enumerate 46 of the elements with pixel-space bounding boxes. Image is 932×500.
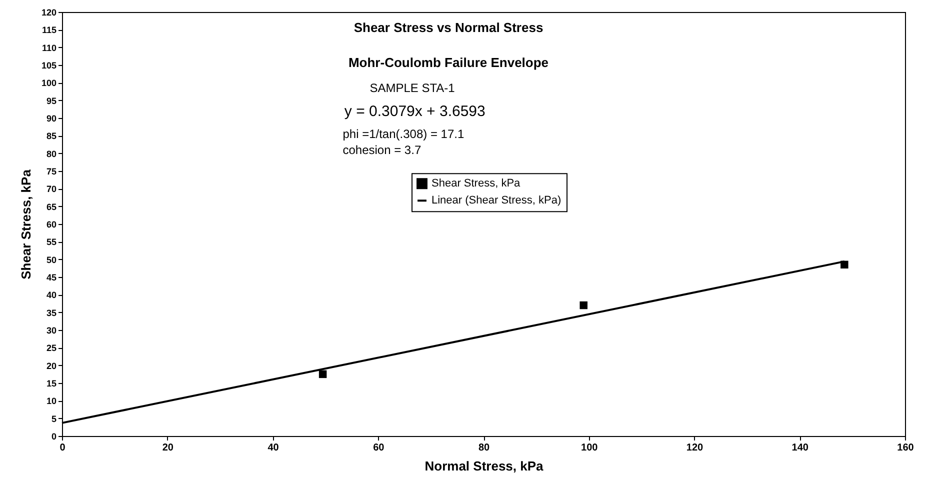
- y-tick-label: 15: [46, 378, 56, 388]
- y-tick-label: 105: [41, 60, 56, 70]
- y-tick-label: 100: [41, 78, 56, 88]
- x-tick-label: 100: [581, 442, 598, 454]
- y-tick-label: 40: [46, 290, 56, 300]
- y-tick-label: 115: [42, 25, 56, 36]
- x-tick-label: 0: [60, 442, 66, 454]
- y-tick-label: 45: [46, 272, 56, 282]
- y-tick-label: 85: [46, 131, 56, 142]
- y-tick-label: 70: [46, 184, 56, 194]
- y-tick-label: 65: [46, 202, 56, 212]
- annotation: y = 0.3079x + 3.6593: [344, 102, 486, 120]
- x-tick-label: 60: [373, 442, 385, 454]
- x-tick-label: 160: [897, 442, 914, 454]
- y-tick-label: 25: [46, 343, 56, 354]
- y-tick-label: 0: [51, 432, 56, 442]
- y-tick-label: 95: [46, 96, 56, 106]
- y-tick-label: 20: [46, 360, 56, 371]
- y-tick-label: 10: [46, 396, 56, 406]
- y-tick-label: 120: [41, 8, 56, 18]
- y-tick-label: 35: [46, 308, 56, 318]
- text: Shear Stress vs Normal Stress: [354, 20, 544, 35]
- legend-label: Linear (Shear Stress, kPa): [432, 194, 562, 207]
- x-tick-label: 20: [162, 442, 174, 454]
- x-tick-label: 40: [268, 442, 280, 454]
- y-axis-title: Shear Stress, kPa: [18, 168, 34, 280]
- point: [318, 370, 327, 378]
- y-tick-label: 5: [51, 414, 56, 424]
- y-tick-label: 80: [46, 148, 56, 159]
- x-tick-label: 120: [686, 442, 704, 454]
- y-tick-label: 60: [46, 220, 56, 230]
- annotation: SAMPLE STA-1: [370, 80, 456, 95]
- y-tick-label: 90: [46, 114, 56, 124]
- x-tick-label: 80: [478, 442, 490, 454]
- annotation: cohesion = 3.7: [342, 142, 422, 157]
- x-axis-title: Normal Stress, kPa: [424, 458, 544, 474]
- text: Mohr-Coulomb Failure Envelope: [348, 55, 549, 70]
- y-tick-label: 55: [46, 237, 56, 248]
- legend-label: Shear Stress, kPa: [432, 178, 522, 190]
- annotation: phi =1/tan(.308) = 17.1: [342, 127, 464, 142]
- y-tick-label: 30: [46, 326, 56, 336]
- y-tick-label: 50: [46, 254, 56, 265]
- y-tick-label: 75: [46, 166, 56, 176]
- point: [580, 301, 588, 310]
- y-tick-label: 110: [42, 42, 56, 53]
- x-tick-label: 140: [792, 442, 809, 454]
